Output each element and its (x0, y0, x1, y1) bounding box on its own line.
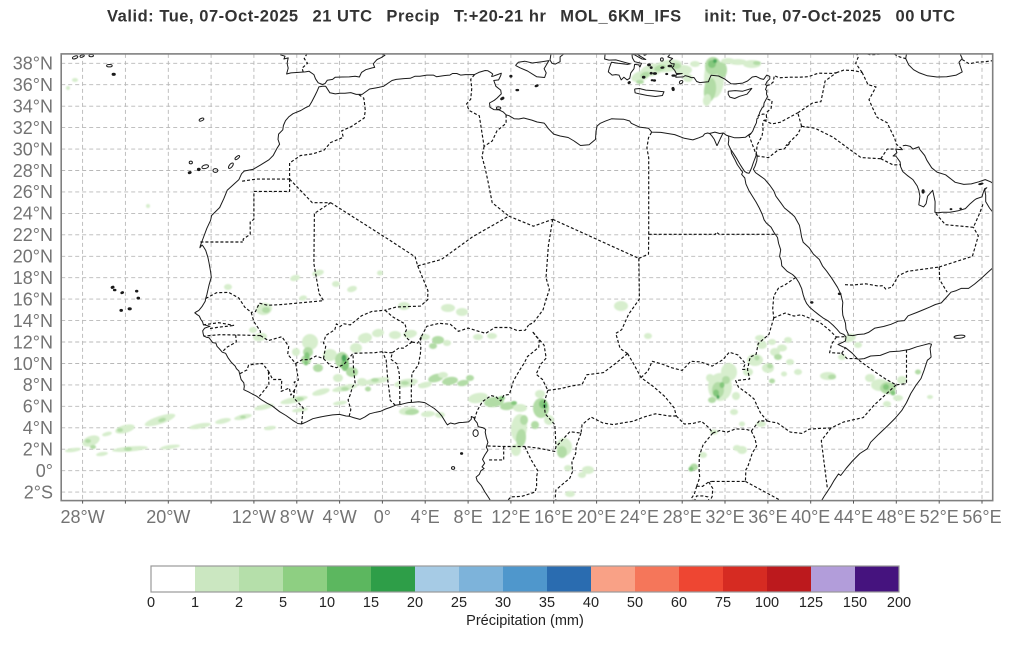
svg-text:8°N: 8°N (23, 375, 53, 395)
svg-text:14°N: 14°N (13, 311, 53, 331)
svg-text:44°E: 44°E (834, 507, 873, 527)
svg-text:0°: 0° (36, 461, 53, 481)
svg-text:48°E: 48°E (877, 507, 916, 527)
svg-text:40: 40 (583, 595, 599, 611)
svg-text:2: 2 (235, 595, 243, 611)
svg-text:10°N: 10°N (13, 354, 53, 374)
svg-text:60: 60 (671, 595, 687, 611)
svg-text:20°W: 20°W (146, 507, 190, 527)
svg-text:20°N: 20°N (13, 247, 53, 267)
svg-text:8°W: 8°W (280, 507, 314, 527)
svg-text:0: 0 (147, 595, 155, 611)
svg-text:35: 35 (539, 595, 555, 611)
svg-text:4°N: 4°N (23, 418, 53, 438)
svg-text:Précipitation (mm): Précipitation (mm) (466, 613, 584, 629)
svg-text:5: 5 (279, 595, 287, 611)
svg-text:18°N: 18°N (13, 268, 53, 288)
svg-text:12°W: 12°W (232, 507, 276, 527)
svg-text:26°N: 26°N (13, 182, 53, 202)
svg-text:20: 20 (407, 595, 423, 611)
svg-text:36°N: 36°N (13, 75, 53, 95)
svg-text:24°N: 24°N (13, 204, 53, 224)
svg-text:12°N: 12°N (13, 332, 53, 352)
svg-text:Valid: Tue, 07-Oct-2025 21 UT: Valid: Tue, 07-Oct-2025 21 UTC Precip T:… (107, 8, 955, 26)
svg-text:16°E: 16°E (534, 507, 573, 527)
svg-text:30°N: 30°N (13, 139, 53, 159)
svg-text:75: 75 (715, 595, 731, 611)
svg-text:125: 125 (799, 595, 823, 611)
svg-text:24°E: 24°E (620, 507, 659, 527)
svg-text:28°E: 28°E (663, 507, 702, 527)
svg-text:200: 200 (887, 595, 911, 611)
svg-text:15: 15 (363, 595, 379, 611)
svg-text:1: 1 (191, 595, 199, 611)
svg-text:20°E: 20°E (577, 507, 616, 527)
svg-text:52°E: 52°E (920, 507, 959, 527)
svg-text:50: 50 (627, 595, 643, 611)
svg-text:56°E: 56°E (962, 507, 1001, 527)
svg-text:100: 100 (755, 595, 779, 611)
svg-text:30: 30 (495, 595, 511, 611)
svg-text:32°N: 32°N (13, 118, 53, 138)
svg-text:22°N: 22°N (13, 225, 53, 245)
svg-text:38°N: 38°N (13, 54, 53, 74)
svg-text:28°W: 28°W (60, 507, 104, 527)
svg-text:2°S: 2°S (24, 482, 53, 502)
svg-text:34°N: 34°N (13, 97, 53, 117)
svg-text:12°E: 12°E (491, 507, 530, 527)
svg-text:4°W: 4°W (322, 507, 356, 527)
svg-text:8°E: 8°E (453, 507, 482, 527)
svg-text:10: 10 (319, 595, 335, 611)
svg-text:32°E: 32°E (705, 507, 744, 527)
svg-text:28°N: 28°N (13, 161, 53, 181)
svg-text:25: 25 (451, 595, 467, 611)
svg-text:36°E: 36°E (748, 507, 787, 527)
svg-text:0°: 0° (374, 507, 391, 527)
svg-text:40°E: 40°E (791, 507, 830, 527)
svg-text:6°N: 6°N (23, 397, 53, 417)
svg-text:150: 150 (843, 595, 867, 611)
svg-text:4°E: 4°E (411, 507, 440, 527)
svg-text:16°N: 16°N (13, 289, 53, 309)
svg-text:2°N: 2°N (23, 440, 53, 460)
